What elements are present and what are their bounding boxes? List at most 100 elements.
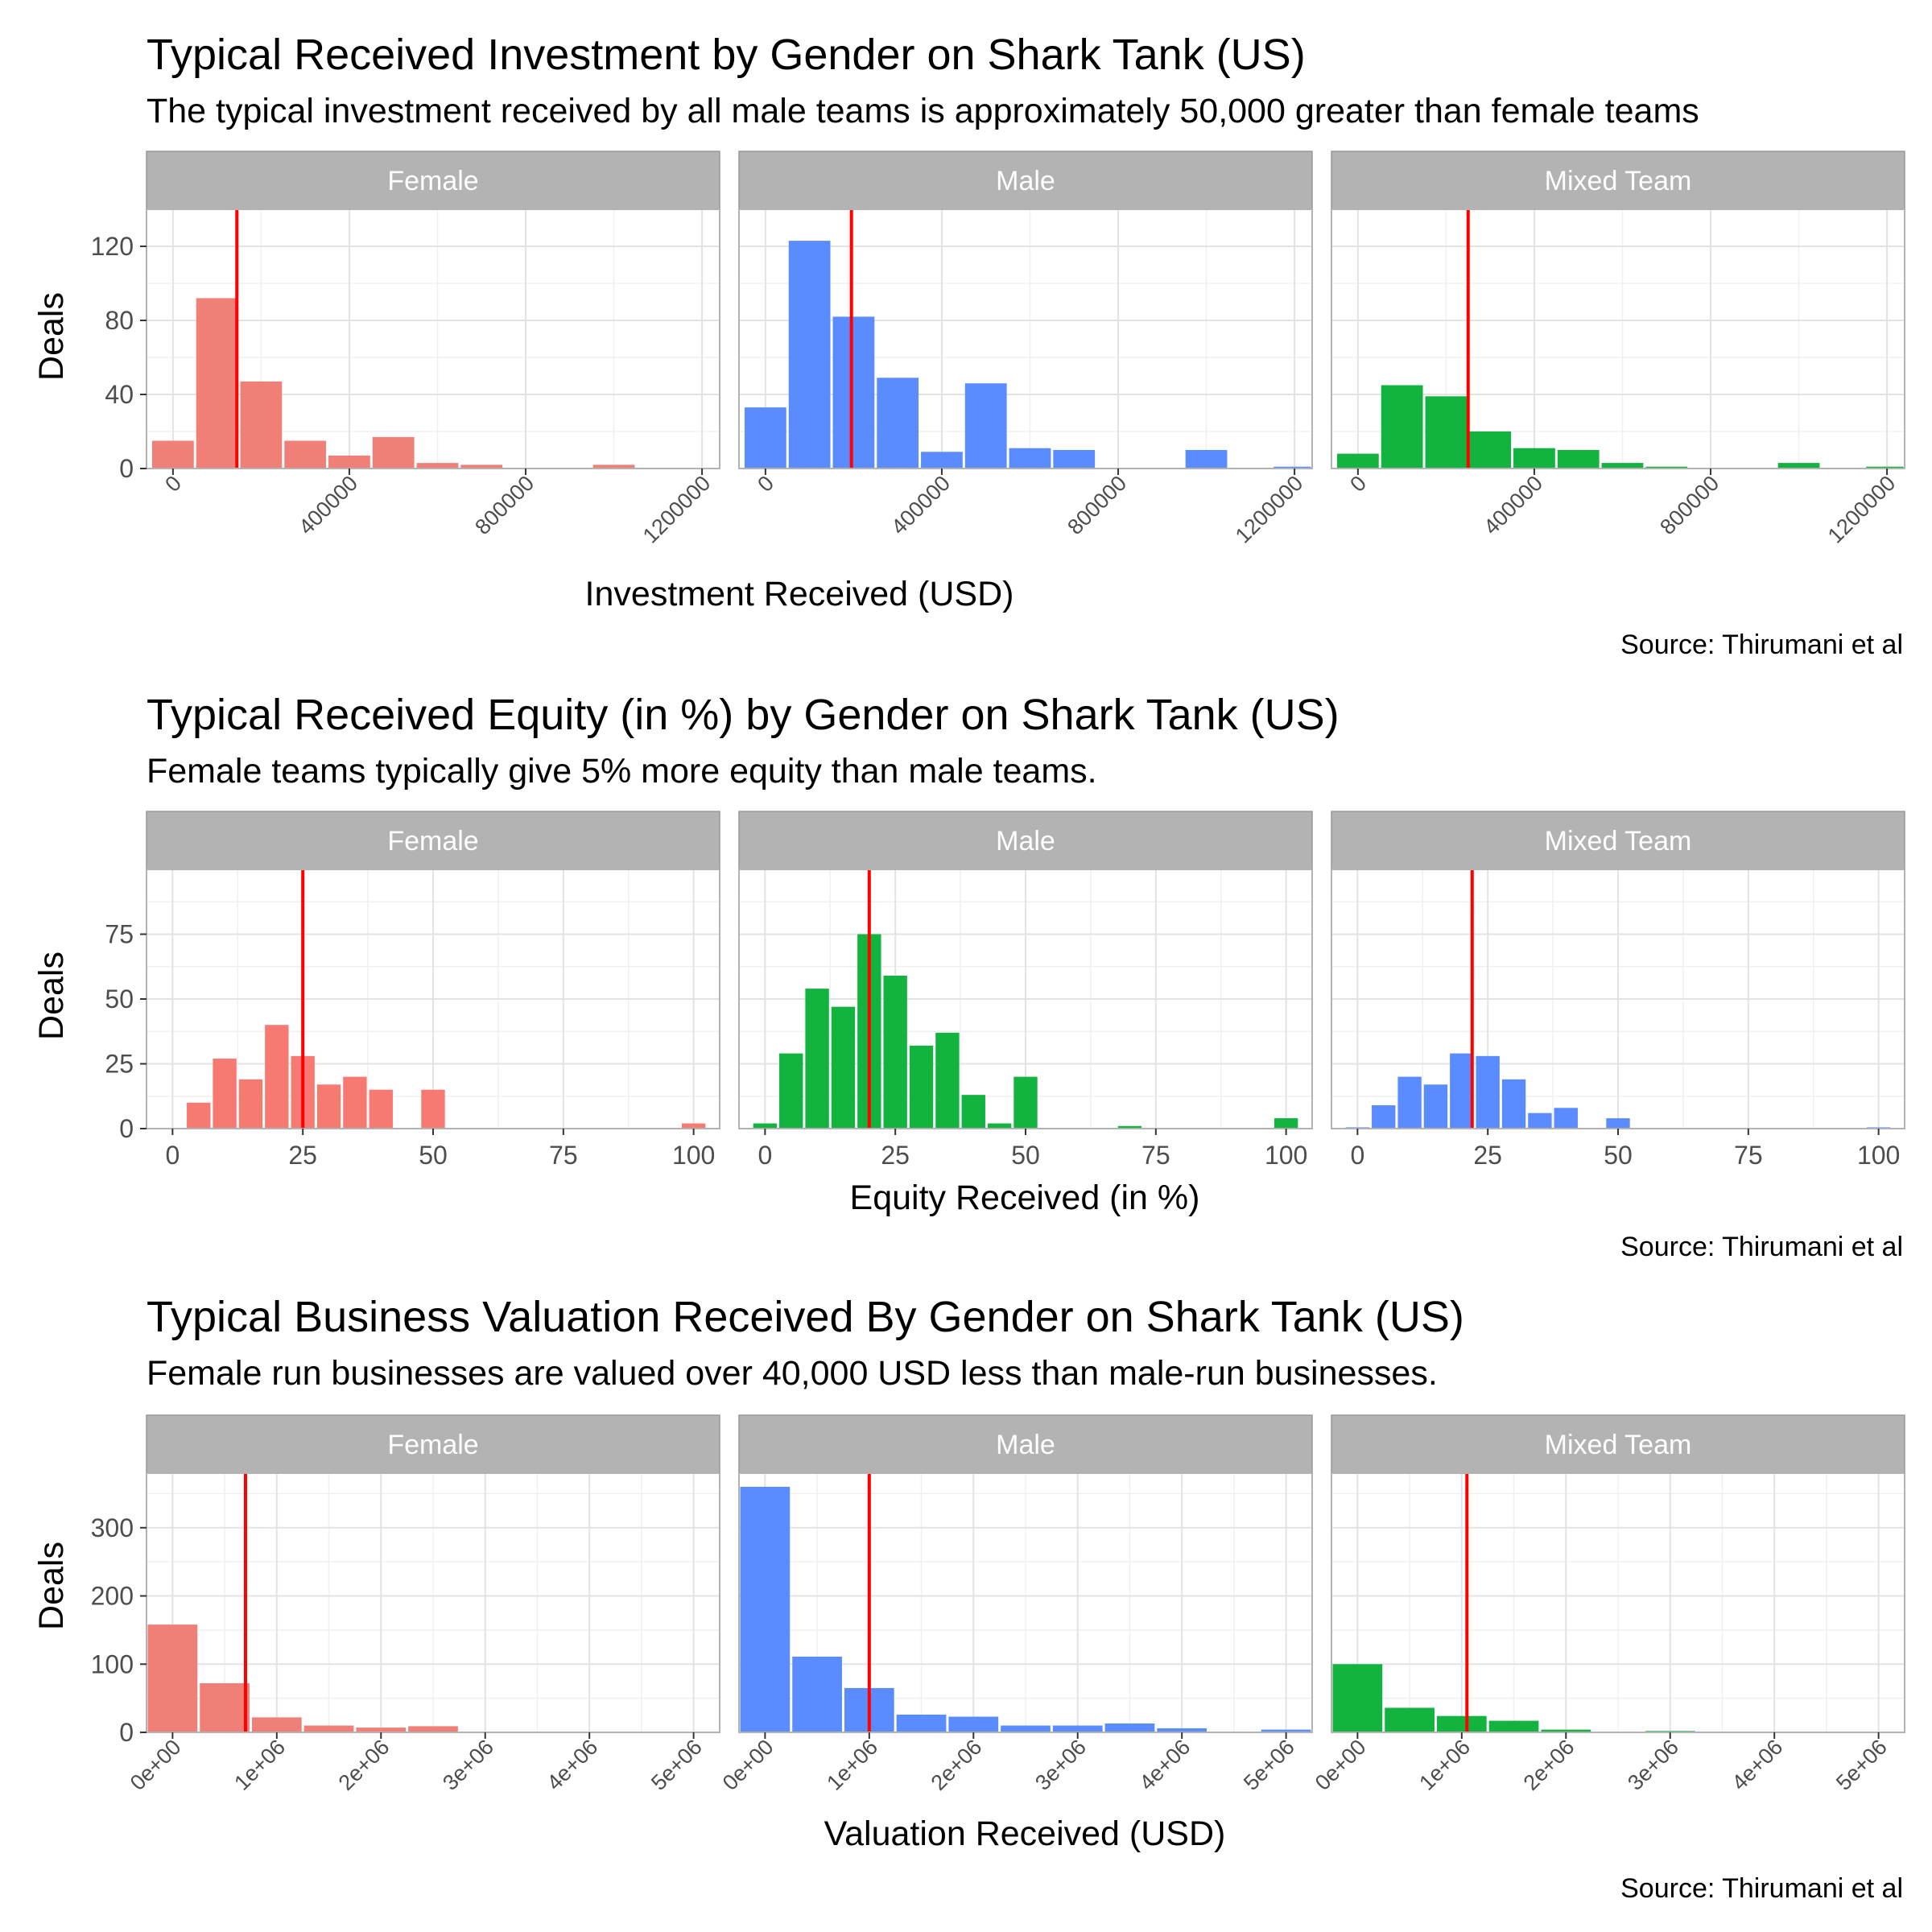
histogram-bar — [1866, 466, 1904, 469]
x-tick-label: 2e+06 — [927, 1735, 987, 1795]
panel-border — [146, 208, 720, 469]
histogram-bar — [935, 1032, 960, 1129]
x-tick-label: 5e+06 — [1831, 1735, 1892, 1795]
y-tick-label: 75 — [105, 920, 134, 949]
y-tick-label: 100 — [91, 1649, 134, 1678]
x-tick-label: 400000 — [1479, 471, 1547, 539]
x-tick-label: 1e+06 — [1414, 1735, 1475, 1795]
x-tick-label: 4e+06 — [1728, 1735, 1788, 1795]
histogram-bar — [740, 1486, 791, 1732]
x-tick-label: 0e+00 — [1311, 1735, 1371, 1795]
histogram-bar — [238, 1079, 263, 1129]
x-tick-label: 0 — [758, 1141, 772, 1170]
facet-panel: Female 0 25 50 75 100 0 25 50 75 — [105, 811, 720, 1170]
histogram-bar — [1397, 1076, 1422, 1129]
x-tick-label: 2e+06 — [1519, 1735, 1579, 1795]
histogram-bar — [408, 1726, 458, 1732]
y-tick-label: 120 — [91, 232, 134, 261]
source-caption: Source: Thirumani et al — [1620, 630, 1903, 660]
y-tick-label: 25 — [105, 1050, 134, 1079]
source-caption: Source: Thirumani et al — [1620, 1232, 1903, 1262]
facet-strip — [146, 811, 720, 870]
histogram-bar — [964, 383, 1007, 469]
facet-strip — [738, 151, 1313, 210]
x-tick-label: 75 — [1734, 1141, 1763, 1170]
histogram-bar — [369, 1089, 393, 1129]
histogram-bar — [151, 440, 194, 469]
facet-strip-label: Female — [387, 826, 478, 857]
histogram-bar — [1117, 1125, 1142, 1129]
histogram-bar — [1372, 1105, 1396, 1129]
histogram-bar — [1104, 1723, 1155, 1732]
histogram-bar — [961, 1095, 985, 1129]
histogram-bar — [265, 1025, 289, 1129]
histogram-bar — [328, 455, 370, 469]
y-axis-title: Deals — [32, 292, 71, 381]
y-tick-label: 300 — [91, 1513, 134, 1542]
panel-border — [1331, 1472, 1905, 1733]
histogram-bar — [240, 381, 283, 469]
histogram-bar — [753, 1123, 778, 1129]
y-tick-label: 0 — [119, 454, 134, 483]
facet-strip-label: Female — [387, 1430, 478, 1460]
x-tick-label: 100 — [1857, 1141, 1900, 1170]
histogram-bar — [1777, 463, 1820, 469]
facet-panel: Male 0 25 50 75 100 — [738, 811, 1313, 1170]
x-tick-label: 5e+06 — [1239, 1735, 1299, 1795]
histogram-bar — [1053, 450, 1096, 469]
histogram-bar — [1261, 1729, 1311, 1732]
x-tick-label: 25 — [288, 1141, 317, 1170]
panel-border — [738, 1472, 1313, 1733]
histogram-bar — [1601, 463, 1644, 469]
chart-title: Typical Business Valuation Received By G… — [147, 1293, 1464, 1341]
investment-chart: Typical Received Investment by Gender on… — [32, 31, 1905, 660]
facet-panel: Male 0e+00 1e+06 2e+06 3e+06 4e+06 5e+06 — [718, 1414, 1313, 1795]
histogram-bar — [788, 241, 831, 469]
histogram-bar — [196, 298, 238, 469]
x-tick-label: 1200000 — [1823, 471, 1901, 548]
histogram-bar — [792, 1656, 842, 1732]
x-tick-label: 0 — [1350, 1141, 1364, 1170]
histogram-bar — [948, 1716, 999, 1732]
x-tick-label: 100 — [672, 1141, 715, 1170]
x-tick-label: 1200000 — [638, 471, 716, 548]
x-tick-label: 25 — [881, 1141, 910, 1170]
histogram-bar — [1385, 1707, 1435, 1732]
chart-subtitle: Female run businesses are valued over 40… — [147, 1354, 1438, 1393]
histogram-bar — [1469, 431, 1512, 469]
y-tick-label: 0 — [119, 1114, 134, 1143]
histogram-bar — [316, 1084, 341, 1129]
histogram-bar — [421, 1089, 445, 1129]
y-tick-label: 40 — [105, 380, 134, 409]
histogram-bar — [1185, 450, 1228, 469]
x-tick-label: 800000 — [1063, 471, 1131, 539]
histogram-bar — [896, 1714, 947, 1732]
histogram-bar — [987, 1123, 1012, 1129]
source-caption: Source: Thirumani et al — [1620, 1873, 1903, 1904]
histogram-bar — [909, 1045, 934, 1129]
histogram-bar — [213, 1059, 237, 1129]
x-tick-label: 5e+06 — [646, 1735, 707, 1795]
facet-strip-label: Male — [996, 1430, 1055, 1460]
x-tick-label: 3e+06 — [1030, 1735, 1091, 1795]
y-tick-label: 0 — [119, 1718, 134, 1747]
histogram-bar — [1513, 448, 1555, 469]
x-tick-label: 75 — [549, 1141, 578, 1170]
histogram-bar — [805, 989, 829, 1129]
histogram-bar — [1528, 1113, 1552, 1129]
x-tick-label: 800000 — [1655, 471, 1724, 539]
histogram-bar — [372, 436, 415, 469]
histogram-bar — [877, 378, 919, 469]
histogram-bar — [744, 407, 786, 469]
x-tick-label: 400000 — [886, 471, 955, 539]
histogram-bar — [1501, 1079, 1526, 1129]
histogram-bar — [1425, 396, 1468, 469]
histogram-bar — [1013, 1076, 1038, 1129]
histogram-bar — [284, 440, 327, 469]
x-tick-label: 100 — [1265, 1141, 1307, 1170]
x-tick-label: 3e+06 — [1623, 1735, 1683, 1795]
y-tick-label: 50 — [105, 985, 134, 1013]
